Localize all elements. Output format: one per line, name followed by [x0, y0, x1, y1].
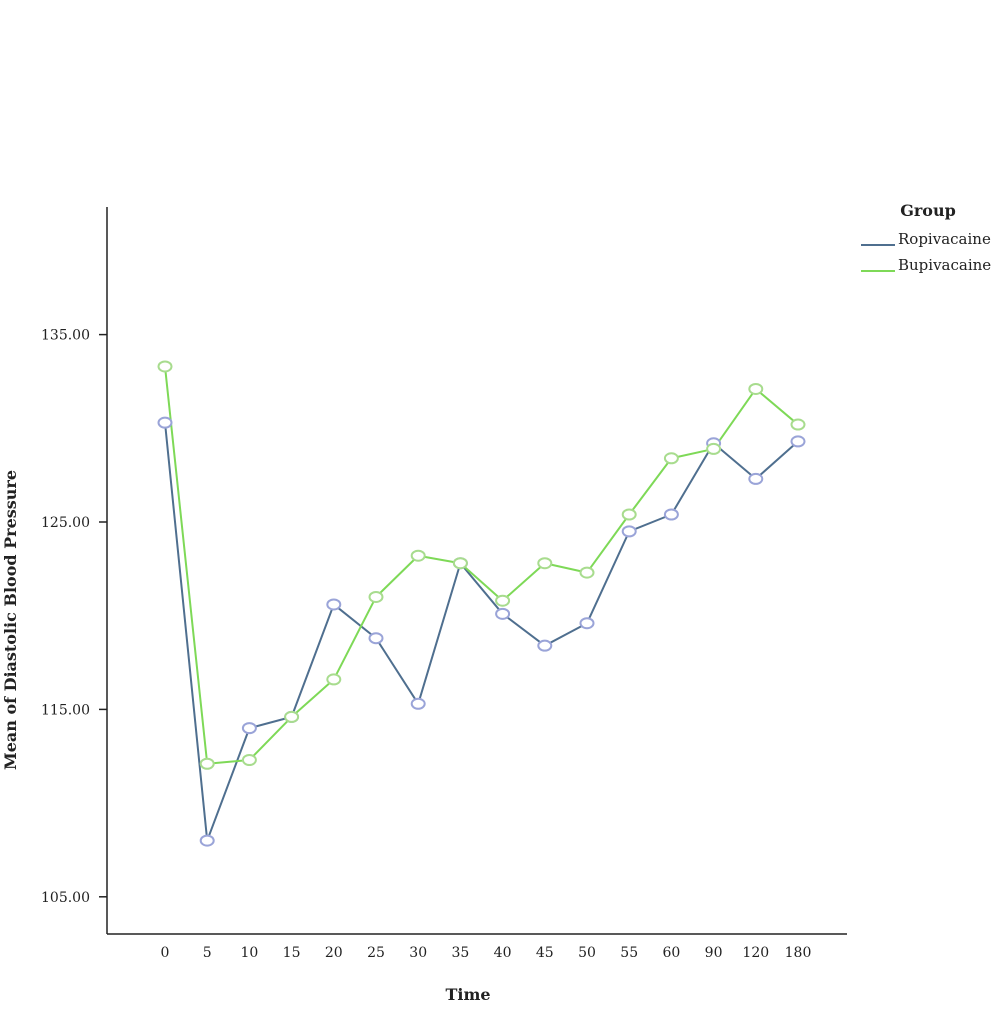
legend-items: Ropivacaine Bupivacaine: [861, 230, 991, 274]
x-tick-label: 10: [240, 945, 258, 961]
data-point-bupivacaine: [284, 710, 300, 723]
data-point-ropivacaine: [410, 697, 426, 710]
y-tick-label: 135.00: [41, 328, 90, 344]
data-point-bupivacaine: [368, 590, 384, 603]
data-point-ropivacaine: [663, 508, 679, 521]
data-point-ropivacaine: [199, 834, 215, 847]
data-point-ropivacaine: [241, 722, 257, 735]
legend-item-ropivacaine: Ropivacaine: [861, 230, 991, 248]
x-tick-label: 30: [409, 945, 427, 961]
data-point-bupivacaine: [537, 557, 553, 570]
x-tick-label: 0: [161, 945, 170, 961]
x-tick-label: 50: [578, 945, 596, 961]
series-line-ropivacaine: [164, 422, 799, 842]
x-axis-title: Time: [445, 985, 490, 1004]
data-point-ropivacaine: [748, 472, 764, 485]
legend-item-bupivacaine: Bupivacaine: [861, 256, 991, 274]
legend-label: Bupivacaine: [898, 256, 991, 274]
data-point-bupivacaine: [410, 549, 426, 562]
data-point-ropivacaine: [368, 632, 384, 645]
data-point-bupivacaine: [241, 753, 257, 766]
x-tick-label: 180: [785, 945, 812, 961]
x-tick-label: 5: [203, 945, 212, 961]
legend-label: Ropivacaine: [898, 230, 991, 248]
y-tick-label: 125.00: [41, 515, 90, 531]
legend: Group Ropivacaine Bupivacaine: [861, 201, 991, 274]
series-line-bupivacaine: [164, 366, 799, 765]
data-point-bupivacaine: [452, 557, 468, 570]
data-point-bupivacaine: [663, 452, 679, 465]
x-tick-label: 120: [742, 945, 769, 961]
x-tick-label: 40: [494, 945, 512, 961]
x-tick-label: 35: [451, 945, 469, 961]
y-tick-label: 115.00: [41, 702, 90, 718]
series-lines: [164, 366, 799, 842]
y-ticks: 105.00 115.00 125.00 135.00: [41, 328, 107, 906]
x-tick-label: 55: [620, 945, 638, 961]
data-point-bupivacaine: [748, 382, 764, 395]
data-point-ropivacaine: [537, 639, 553, 652]
data-point-bupivacaine: [579, 566, 595, 579]
data-point-ropivacaine: [790, 435, 806, 448]
data-point-ropivacaine: [157, 416, 173, 429]
data-point-bupivacaine: [495, 594, 511, 607]
x-tick-label: 20: [325, 945, 343, 961]
data-point-ropivacaine: [495, 607, 511, 620]
x-tick-label: 90: [705, 945, 723, 961]
data-point-bupivacaine: [157, 360, 173, 373]
data-point-bupivacaine: [199, 757, 215, 770]
x-tick-label: 25: [367, 945, 385, 961]
legend-title: Group: [900, 201, 956, 220]
y-axis-title: Mean of Diastolic Blood Pressure: [1, 470, 20, 770]
data-point-ropivacaine: [621, 525, 637, 538]
data-point-bupivacaine: [621, 508, 637, 521]
data-point-ropivacaine: [326, 598, 342, 611]
x-tick-label: 60: [662, 945, 680, 961]
y-tick-label: 105.00: [41, 890, 90, 906]
data-point-bupivacaine: [706, 442, 722, 455]
x-tick-label: 15: [283, 945, 301, 961]
axes: [106, 207, 847, 935]
data-point-ropivacaine: [579, 617, 595, 630]
data-point-bupivacaine: [326, 673, 342, 686]
data-point-bupivacaine: [790, 418, 806, 431]
series-markers: [157, 360, 806, 847]
x-ticks: 0 5 10 15 20 25 30 35 40 45 50 55 60 90 120 180: [161, 945, 812, 961]
x-tick-label: 45: [536, 945, 554, 961]
